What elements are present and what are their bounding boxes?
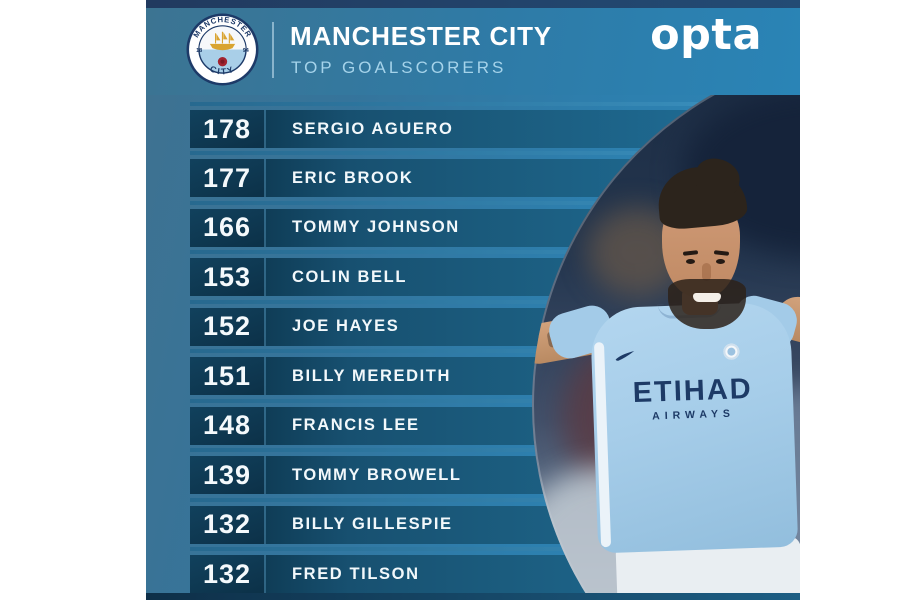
shirt-side-stripe: [593, 342, 612, 548]
goals-value: 132: [190, 505, 266, 544]
player-name: COLIN BELL: [292, 267, 407, 286]
player-name: ERIC BROOK: [292, 168, 414, 187]
goals-value: 152: [190, 307, 266, 346]
player-name: SERGIO AGUERO: [292, 119, 454, 138]
nose: [702, 263, 711, 281]
page-subtitle: TOP GOALSCORERS: [291, 58, 507, 77]
opta-logo: opta: [650, 10, 762, 60]
eyebrow: [682, 250, 699, 256]
beard: [668, 279, 746, 329]
page-title: MANCHESTER CITY: [290, 21, 552, 51]
eyebrow: [713, 250, 730, 256]
player-head: [655, 156, 749, 329]
badge-ring-bottom-text: CITY: [208, 64, 234, 77]
player-name: TOMMY BROWELL: [292, 465, 462, 484]
goals-value: 151: [190, 357, 266, 396]
svg-text:CITY: CITY: [208, 64, 236, 77]
player-name: BILLY MEREDITH: [292, 366, 452, 385]
player-shirt: ETIHAD AIRWAYS: [589, 301, 799, 554]
shirt-sponsor: ETIHAD AIRWAYS: [592, 372, 793, 425]
chest-club-badge: [723, 343, 740, 360]
player-name: FRED TILSON: [292, 564, 420, 583]
eye: [716, 259, 725, 264]
top-navy-strip: [146, 0, 800, 8]
goals-value: 139: [190, 456, 266, 495]
badge-year-right: 94: [243, 48, 250, 54]
goals-value: 178: [190, 110, 266, 148]
opta-infographic: 178 SERGIO AGUERO 177 ERIC BROOK 166 TOM…: [146, 0, 800, 600]
goals-value: 177: [190, 159, 266, 198]
player-name: FRANCIS LEE: [292, 416, 420, 435]
nike-swoosh-icon: [615, 351, 635, 361]
player-name: BILLY GILLESPIE: [292, 515, 453, 534]
manchester-city-badge: MANCHESTER CITY 18 94: [186, 13, 259, 86]
bottom-navy-strip: [146, 593, 800, 600]
badge-year-left: 18: [196, 48, 202, 54]
goals-value: 166: [190, 208, 266, 247]
header-bar: MANCHESTER CITY 18 94 MANCHESTER CITY TO…: [146, 8, 800, 95]
goals-value: 132: [190, 555, 266, 594]
shirt-sponsor-line1: ETIHAD: [632, 372, 754, 410]
goals-value: 153: [190, 258, 266, 297]
player-name: TOMMY JOHNSON: [292, 218, 460, 237]
goals-value: 148: [190, 406, 266, 445]
eye: [686, 259, 695, 264]
player-name: JOE HAYES: [292, 317, 400, 336]
header-divider: [272, 22, 274, 78]
smile: [693, 293, 721, 302]
